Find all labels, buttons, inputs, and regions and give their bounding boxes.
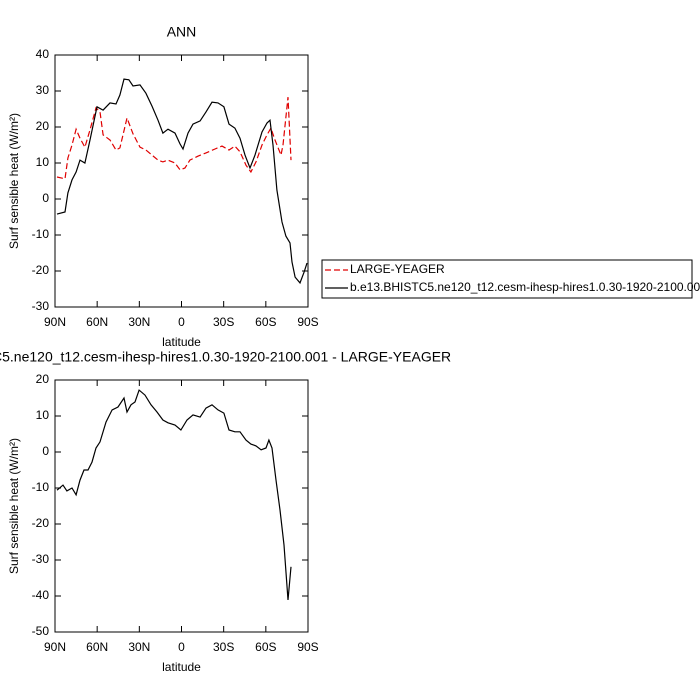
y-tick-label: 0 [42, 444, 49, 458]
legend-box [321, 259, 693, 299]
plot-frame [54, 379, 309, 633]
y-tick-label: -30 [32, 552, 50, 566]
y-tick-label: -10 [32, 227, 50, 241]
x-tick-label: 60S [255, 640, 276, 654]
x-tick-label: 60N [86, 640, 108, 654]
x-tick-label: 30N [128, 315, 150, 329]
x-tick-label: 30S [213, 315, 234, 329]
y-tick-label: -30 [32, 299, 50, 313]
x-tick-label: 30S [213, 640, 234, 654]
y-tick-label: 40 [36, 47, 50, 61]
x-tick-label: 90N [44, 315, 66, 329]
y-tick-label: -20 [32, 263, 50, 277]
x-tick-label: 90S [297, 315, 318, 329]
y-tick-label: 10 [36, 408, 50, 422]
plot-frame [54, 54, 309, 308]
data-line [56, 97, 292, 180]
y-tick-label: -20 [32, 516, 50, 530]
legend-label: b.e13.BHISTC5.ne120_t12.cesm-ihesp-hires… [350, 280, 700, 294]
x-axis-label: latitude [162, 335, 201, 349]
y-tick-label: 30 [36, 83, 50, 97]
x-tick-label: 90N [44, 640, 66, 654]
y-tick-label: -40 [32, 588, 50, 602]
y-tick-label: -10 [32, 480, 50, 494]
data-line [56, 78, 308, 285]
y-tick-label: 20 [36, 372, 50, 386]
y-axis-label: Surf sensible heat (W/m²) [7, 113, 21, 249]
y-axis-label: Surf sensible heat (W/m²) [7, 438, 21, 574]
x-tick-label: 30N [128, 640, 150, 654]
x-tick-label: 0 [178, 640, 185, 654]
data-line [56, 389, 292, 601]
x-tick-label: 60S [255, 315, 276, 329]
y-tick-label: 10 [36, 155, 50, 169]
chart-title: ANN [167, 24, 197, 40]
x-tick-label: 60N [86, 315, 108, 329]
legend-label: LARGE-YEAGER [350, 262, 445, 276]
y-tick-label: 0 [42, 191, 49, 205]
y-tick-label: 20 [36, 119, 50, 133]
y-tick-label: -50 [32, 624, 50, 638]
x-tick-label: 90S [297, 640, 318, 654]
chart-title: b.e13.BHISTC5.ne120_t12.cesm-ihesp-hires… [0, 349, 451, 365]
x-tick-label: 0 [178, 315, 185, 329]
x-axis-label: latitude [162, 660, 201, 674]
